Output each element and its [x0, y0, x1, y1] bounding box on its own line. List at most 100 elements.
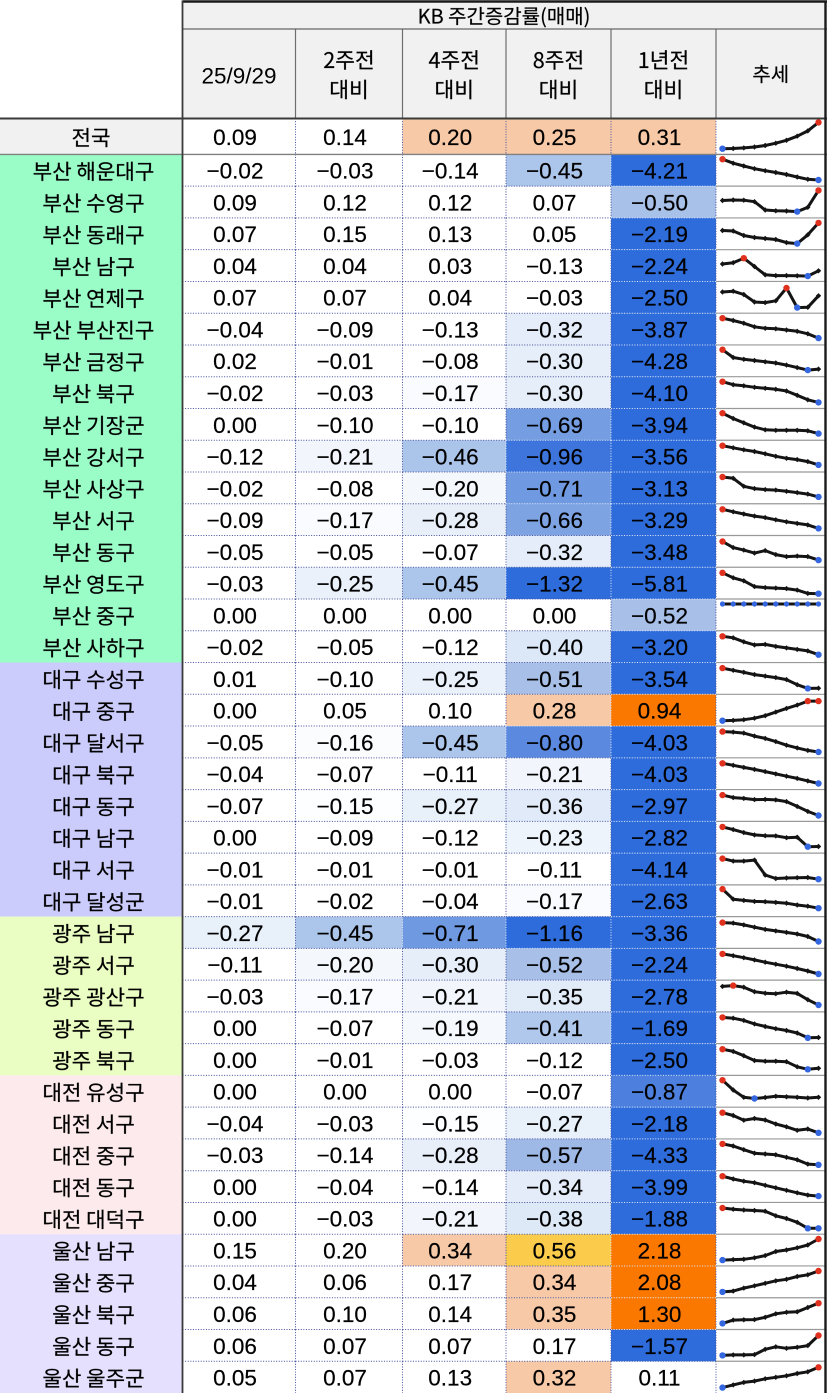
- svg-text:−0.07: −0.07: [317, 1016, 374, 1041]
- svg-text:−0.10: −0.10: [422, 413, 479, 438]
- svg-text:−0.41: −0.41: [526, 1016, 583, 1041]
- svg-text:−2.63: −2.63: [631, 889, 688, 914]
- svg-text:−3.87: −3.87: [631, 318, 688, 343]
- svg-text:−0.23: −0.23: [526, 826, 583, 851]
- svg-text:−0.03: −0.03: [317, 381, 374, 406]
- svg-text:0.94: 0.94: [638, 699, 682, 724]
- svg-text:−0.34: −0.34: [526, 1175, 583, 1200]
- svg-text:−0.14: −0.14: [317, 1143, 374, 1168]
- svg-text:−0.07: −0.07: [422, 540, 479, 565]
- svg-text:−0.12: −0.12: [207, 445, 264, 470]
- svg-text:0.06: 0.06: [213, 1334, 257, 1359]
- svg-text:−2.50: −2.50: [631, 1048, 688, 1073]
- svg-text:−0.25: −0.25: [422, 667, 479, 692]
- svg-text:−1.57: −1.57: [631, 1334, 688, 1359]
- svg-text:−0.08: −0.08: [422, 349, 479, 374]
- svg-text:−0.11: −0.11: [527, 857, 582, 882]
- svg-text:0.56: 0.56: [533, 1239, 577, 1264]
- svg-text:0.35: 0.35: [533, 1302, 577, 1327]
- svg-text:−2.97: −2.97: [631, 794, 688, 819]
- svg-text:−2.18: −2.18: [631, 1111, 688, 1136]
- svg-text:−4.21: −4.21: [631, 159, 688, 184]
- svg-text:−0.21: −0.21: [526, 762, 583, 787]
- svg-text:−0.27: −0.27: [207, 921, 264, 946]
- svg-text:0.07: 0.07: [428, 1334, 472, 1359]
- svg-text:−1.69: −1.69: [631, 1016, 688, 1041]
- svg-text:−0.08: −0.08: [317, 476, 374, 501]
- svg-text:−4.03: −4.03: [631, 762, 688, 787]
- svg-text:−0.09: −0.09: [317, 318, 374, 343]
- svg-text:0.15: 0.15: [213, 1239, 257, 1264]
- svg-text:0.07: 0.07: [323, 1366, 367, 1391]
- svg-text:0.07: 0.07: [213, 222, 257, 247]
- svg-text:−2.78: −2.78: [631, 984, 688, 1009]
- svg-text:0.00: 0.00: [323, 603, 367, 628]
- svg-text:0.00: 0.00: [213, 1016, 257, 1041]
- svg-text:0.12: 0.12: [428, 190, 472, 215]
- svg-text:−1.32: −1.32: [526, 572, 583, 597]
- svg-text:−0.15: −0.15: [317, 794, 374, 819]
- svg-text:−2.50: −2.50: [631, 286, 688, 311]
- svg-text:0.02: 0.02: [213, 349, 257, 374]
- svg-text:−0.03: −0.03: [207, 572, 264, 597]
- svg-text:0.07: 0.07: [323, 1334, 367, 1359]
- svg-text:−3.94: −3.94: [631, 413, 688, 438]
- svg-text:−0.05: −0.05: [317, 635, 374, 660]
- svg-text:0.00: 0.00: [428, 1080, 472, 1105]
- svg-text:−0.50: −0.50: [631, 190, 688, 215]
- svg-text:0.03: 0.03: [428, 254, 472, 279]
- svg-text:−0.30: −0.30: [526, 349, 583, 374]
- svg-text:−0.03: −0.03: [317, 159, 374, 184]
- svg-text:−0.11: −0.11: [207, 953, 262, 978]
- svg-text:0.01: 0.01: [213, 667, 257, 692]
- svg-text:−3.99: −3.99: [631, 1175, 688, 1200]
- svg-text:−3.56: −3.56: [631, 445, 688, 470]
- svg-text:0.17: 0.17: [428, 1270, 472, 1295]
- svg-text:−0.01: −0.01: [317, 857, 374, 882]
- svg-text:0.13: 0.13: [428, 1366, 472, 1391]
- svg-text:−0.27: −0.27: [526, 1111, 583, 1136]
- svg-text:0.11: 0.11: [638, 1366, 680, 1391]
- svg-text:−0.20: −0.20: [422, 476, 479, 501]
- svg-text:−0.03: −0.03: [207, 1143, 264, 1168]
- svg-text:−0.15: −0.15: [422, 1111, 479, 1136]
- svg-text:−0.09: −0.09: [207, 508, 264, 533]
- svg-text:−0.69: −0.69: [526, 413, 583, 438]
- svg-text:−2.24: −2.24: [631, 953, 688, 978]
- svg-text:−0.30: −0.30: [422, 953, 479, 978]
- svg-text:0.09: 0.09: [213, 125, 257, 150]
- svg-text:−0.35: −0.35: [526, 984, 583, 1009]
- svg-text:0.00: 0.00: [428, 603, 472, 628]
- svg-text:0.07: 0.07: [533, 190, 577, 215]
- svg-text:−0.17: −0.17: [422, 381, 479, 406]
- svg-text:−3.29: −3.29: [631, 508, 688, 533]
- svg-text:0.06: 0.06: [213, 1302, 257, 1327]
- svg-text:−0.05: −0.05: [207, 540, 264, 565]
- svg-text:−0.51: −0.51: [526, 667, 583, 692]
- svg-text:−2.82: −2.82: [631, 826, 688, 851]
- svg-text:−0.01: −0.01: [207, 889, 264, 914]
- svg-text:−0.27: −0.27: [422, 794, 479, 819]
- svg-text:−0.17: −0.17: [526, 889, 583, 914]
- svg-text:−0.02: −0.02: [317, 889, 374, 914]
- svg-text:−0.30: −0.30: [526, 381, 583, 406]
- svg-text:−0.03: −0.03: [526, 286, 583, 311]
- svg-text:−0.32: −0.32: [526, 318, 583, 343]
- svg-text:−2.24: −2.24: [631, 254, 688, 279]
- svg-text:0.05: 0.05: [323, 699, 367, 724]
- svg-text:−0.07: −0.07: [207, 794, 264, 819]
- svg-text:0.20: 0.20: [323, 1239, 367, 1264]
- svg-text:−0.52: −0.52: [631, 603, 688, 628]
- svg-text:0.34: 0.34: [533, 1270, 577, 1295]
- svg-text:−0.02: −0.02: [207, 476, 264, 501]
- svg-text:−0.02: −0.02: [207, 635, 264, 660]
- svg-text:−0.45: −0.45: [422, 572, 479, 597]
- svg-text:−4.33: −4.33: [631, 1143, 688, 1168]
- svg-text:0.05: 0.05: [533, 222, 577, 247]
- svg-text:0.32: 0.32: [533, 1366, 577, 1391]
- svg-text:−0.01: −0.01: [317, 1048, 374, 1073]
- svg-text:−0.03: −0.03: [207, 984, 264, 1009]
- svg-text:−0.17: −0.17: [317, 508, 374, 533]
- svg-text:0.04: 0.04: [428, 286, 472, 311]
- svg-text:−0.14: −0.14: [422, 159, 479, 184]
